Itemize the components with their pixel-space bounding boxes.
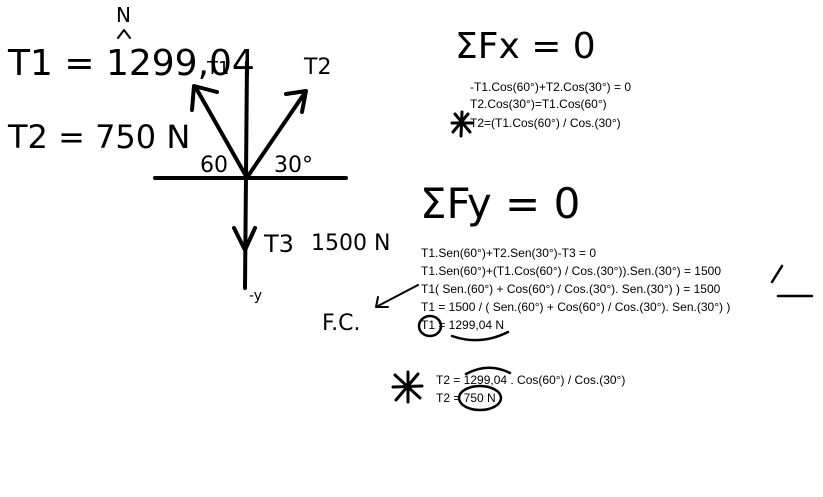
t1-arrowhead-icon — [190, 84, 219, 112]
angle-60-label: 60 — [200, 153, 228, 178]
fy-equation-4: T1 = 1500 / ( Sen.(60°) + Cos(60°) / Cos… — [421, 300, 730, 314]
t1-circle-mark — [417, 314, 443, 338]
angle-30-label: 30° — [274, 153, 313, 178]
t2-vector — [246, 92, 306, 178]
t2-arrowhead-icon — [284, 89, 308, 114]
t3-label: T3 — [263, 230, 294, 258]
asterisk-marker-2-icon — [391, 370, 424, 404]
fy-equation-5: T1 = 1299,04 N — [421, 318, 504, 332]
negative-y-axis-label: -y — [249, 288, 262, 304]
fx-equation-3: T2=(T1.Cos(60°) / Cos.(30°) — [470, 116, 621, 130]
t2-value-overline — [464, 366, 512, 376]
north-arrow-icon — [117, 29, 131, 39]
asterisk-marker-icon — [450, 110, 474, 138]
fy-equation-3: T1( Sen.(60°) + Cos(60°) / Cos.(30°). Se… — [421, 282, 721, 296]
fc-pointer-line — [377, 284, 419, 307]
t3-value: 1500 N — [311, 231, 390, 256]
t2-circle-mark — [457, 384, 503, 412]
north-label: N — [116, 3, 131, 27]
t1-vector — [194, 86, 248, 178]
fc-pointer-arrowhead-icon — [375, 296, 389, 308]
t1-vector-label: T1 — [206, 58, 229, 79]
t1-result-handwritten: T1 = 1299,04 — [7, 43, 255, 84]
t2-vector-label: T2 — [303, 55, 331, 80]
handwritten-scribble-mark — [770, 264, 814, 298]
t3-arrowhead-icon — [232, 226, 257, 252]
fx-equation-1: -T1.Cos(60°)+T2.Cos(30°) = 0 — [470, 80, 631, 94]
sum-fx-heading: ΣFx = 0 — [455, 26, 596, 67]
fy-equation-2: T1.Sen(60°)+(T1.Cos(60°) / Cos.(30°)).Se… — [421, 264, 721, 278]
t1-value-underline — [450, 330, 510, 342]
t2-result-handwritten: T2 = 750 N — [7, 118, 190, 156]
fy-equation-1: T1.Sen(60°)+T2.Sen(30°)-T3 = 0 — [421, 246, 596, 260]
fc-label: F.C. — [322, 311, 360, 336]
sum-fy-heading: ΣFy = 0 — [420, 179, 580, 228]
t2-equation-2: T2 = 750 N — [436, 391, 496, 405]
fx-equation-2: T2.Cos(30°)=T1.Cos(60°) — [470, 97, 607, 111]
t2-equation-1: T2 = 1299,04 . Cos(60°) / Cos.(30°) — [436, 373, 625, 387]
